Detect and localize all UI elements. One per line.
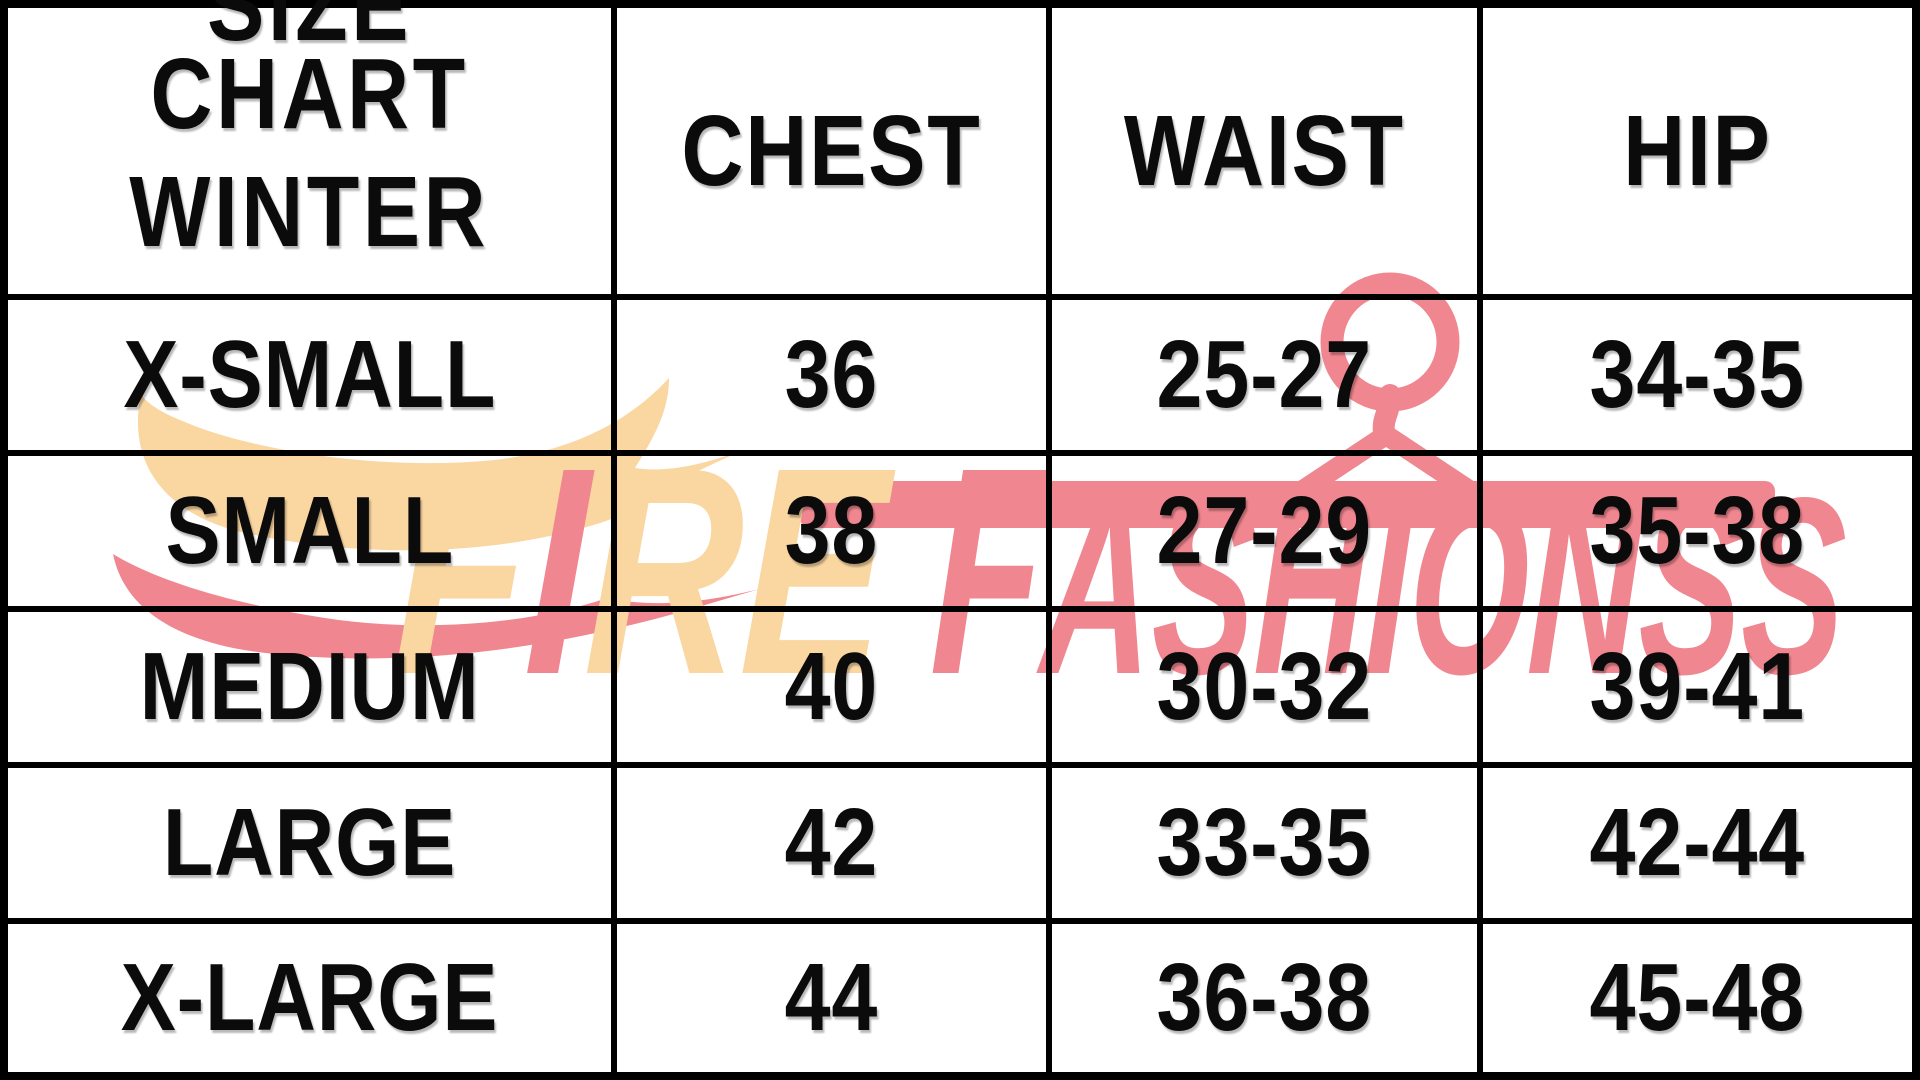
title-line-2: WINTER — [129, 155, 490, 268]
waist-value-cell: 36-38 — [1052, 924, 1483, 1072]
size-label-cell: X-LARGE — [8, 924, 617, 1072]
size-label-cell: MEDIUM — [8, 612, 617, 768]
waist-value-cell: 33-35 — [1052, 768, 1483, 924]
table-title-cell: SIZE CHART WINTER — [8, 0, 617, 300]
chest-value-cell: 36 — [617, 300, 1052, 456]
hip-value-cell: 35-38 — [1483, 456, 1912, 612]
chest-value-cell: 38 — [617, 456, 1052, 612]
size-label-cell: LARGE — [8, 768, 617, 924]
chest-value-cell: 42 — [617, 768, 1052, 924]
hip-value-cell: 42-44 — [1483, 768, 1912, 924]
waist-value-cell: 25-27 — [1052, 300, 1483, 456]
column-header-hip: HIP — [1483, 8, 1912, 300]
size-label-cell: SMALL — [8, 456, 617, 612]
hanger-bar — [800, 481, 1775, 528]
flame-pink-stroke — [113, 554, 763, 659]
chest-value-cell: 44 — [617, 924, 1052, 1072]
title-line-1: SIZE CHART — [150, 0, 469, 150]
hip-value-cell: 39-41 — [1483, 612, 1912, 768]
column-header-chest: CHEST — [617, 8, 1052, 300]
hanger-icon — [800, 272, 1775, 528]
waist-value-cell: 27-29 — [1052, 456, 1483, 612]
flame-icon — [113, 378, 763, 659]
hip-value-cell: 34-35 — [1483, 300, 1912, 456]
size-label-cell: X-SMALL — [8, 300, 617, 456]
waist-value-cell: 30-32 — [1052, 612, 1483, 768]
hip-value-cell: 45-48 — [1589, 944, 1806, 1051]
chest-value-cell: 40 — [617, 612, 1052, 768]
column-header-waist: WAIST — [1052, 8, 1483, 300]
flame-yellow-stroke — [137, 378, 743, 551]
